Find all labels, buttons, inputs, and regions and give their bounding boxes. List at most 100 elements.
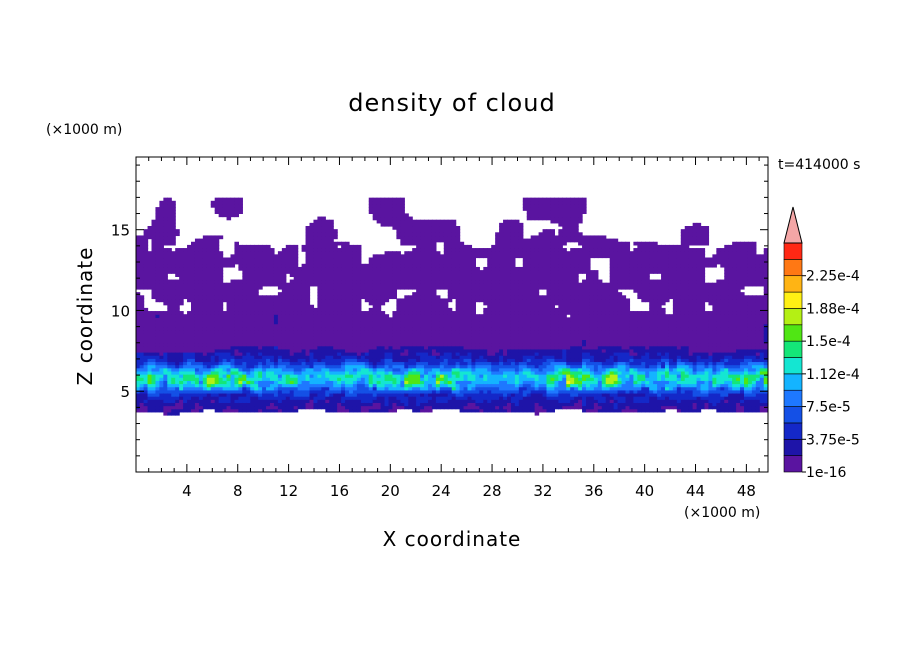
field-cell (455, 364, 461, 369)
field-cell (281, 396, 287, 400)
field-cell (147, 285, 153, 290)
field-cell (388, 326, 394, 331)
field-cell (412, 266, 417, 271)
field-cell (364, 405, 370, 410)
field-cell (372, 402, 378, 407)
field-cell (455, 232, 461, 237)
field-cell (483, 279, 488, 284)
field-cell (258, 348, 263, 353)
field-cell (218, 270, 224, 274)
field-cell (191, 254, 196, 259)
field-cell (388, 200, 394, 205)
field-cell (396, 311, 401, 315)
field-cell (443, 348, 449, 353)
field-cell (297, 392, 303, 397)
field-cell (443, 329, 449, 334)
field-cell (143, 307, 149, 312)
field-cell (151, 235, 157, 240)
field-cell (467, 389, 473, 394)
field-cell (139, 329, 145, 334)
field-cell (191, 276, 196, 281)
field-cell (420, 339, 425, 344)
field-cell (321, 266, 326, 271)
field-cell (262, 298, 267, 303)
field-cell (218, 254, 224, 259)
field-cell (491, 266, 496, 271)
field-cell (198, 244, 204, 249)
field-cell (416, 222, 421, 227)
field-cell (451, 402, 457, 407)
field-cell (230, 389, 236, 394)
field-cell (175, 386, 180, 391)
field-cell (428, 348, 433, 353)
field-cell (356, 298, 362, 303)
field-cell (210, 292, 216, 296)
field-cell (455, 248, 461, 252)
field-cell (136, 279, 141, 284)
field-cell (321, 273, 326, 277)
field-cell (412, 270, 417, 274)
field-cell (139, 392, 145, 397)
field-cell (143, 342, 149, 347)
field-cell (198, 339, 204, 344)
field-cell (372, 377, 378, 381)
field-cell (404, 361, 409, 366)
field-cell (262, 251, 267, 255)
field-cell (392, 289, 397, 293)
field-cell (455, 270, 461, 274)
field-cell (435, 304, 441, 309)
field-cell (242, 292, 247, 296)
field-cell (471, 333, 476, 337)
field-cell (368, 364, 374, 369)
field-cell (471, 352, 476, 356)
field-cell (309, 361, 315, 366)
field-cell (396, 273, 401, 277)
field-cell (297, 389, 303, 394)
field-cell (151, 408, 157, 413)
field-cell (455, 342, 461, 347)
field-cell (285, 263, 291, 268)
field-cell (451, 248, 457, 252)
field-cell (333, 273, 338, 277)
field-cell (175, 333, 180, 337)
field-cell (356, 402, 362, 407)
field-cell (333, 370, 338, 375)
field-cell (400, 389, 405, 394)
field-cell (226, 396, 232, 400)
field-cell (258, 364, 263, 369)
field-cell (187, 345, 192, 350)
field-cell (333, 254, 338, 259)
field-cell (451, 336, 457, 340)
field-cell (198, 383, 204, 388)
field-cell (341, 304, 346, 309)
field-cell (360, 333, 366, 337)
field-cell (396, 339, 401, 344)
field-cell (317, 380, 322, 385)
field-cell (147, 314, 153, 318)
field-cell (317, 323, 322, 328)
field-cell (309, 226, 315, 230)
field-cell (242, 248, 247, 252)
field-cell (455, 273, 461, 277)
field-cell (424, 276, 429, 281)
field-cell (159, 392, 164, 397)
field-cell (443, 285, 449, 290)
field-cell (443, 342, 449, 347)
field-cell (459, 336, 465, 340)
field-cell (226, 377, 232, 381)
field-cell (455, 352, 461, 356)
field-cell (341, 361, 346, 366)
field-cell (258, 282, 263, 287)
field-cell (416, 399, 421, 403)
field-cell (451, 292, 457, 296)
field-cell (479, 323, 484, 328)
field-cell (159, 244, 164, 249)
field-cell (333, 358, 338, 363)
field-cell (329, 364, 334, 369)
field-cell (258, 295, 263, 300)
field-cell (202, 352, 208, 356)
field-cell (270, 263, 275, 268)
field-cell (143, 389, 149, 394)
field-cell (471, 314, 476, 318)
field-cell (147, 342, 153, 347)
